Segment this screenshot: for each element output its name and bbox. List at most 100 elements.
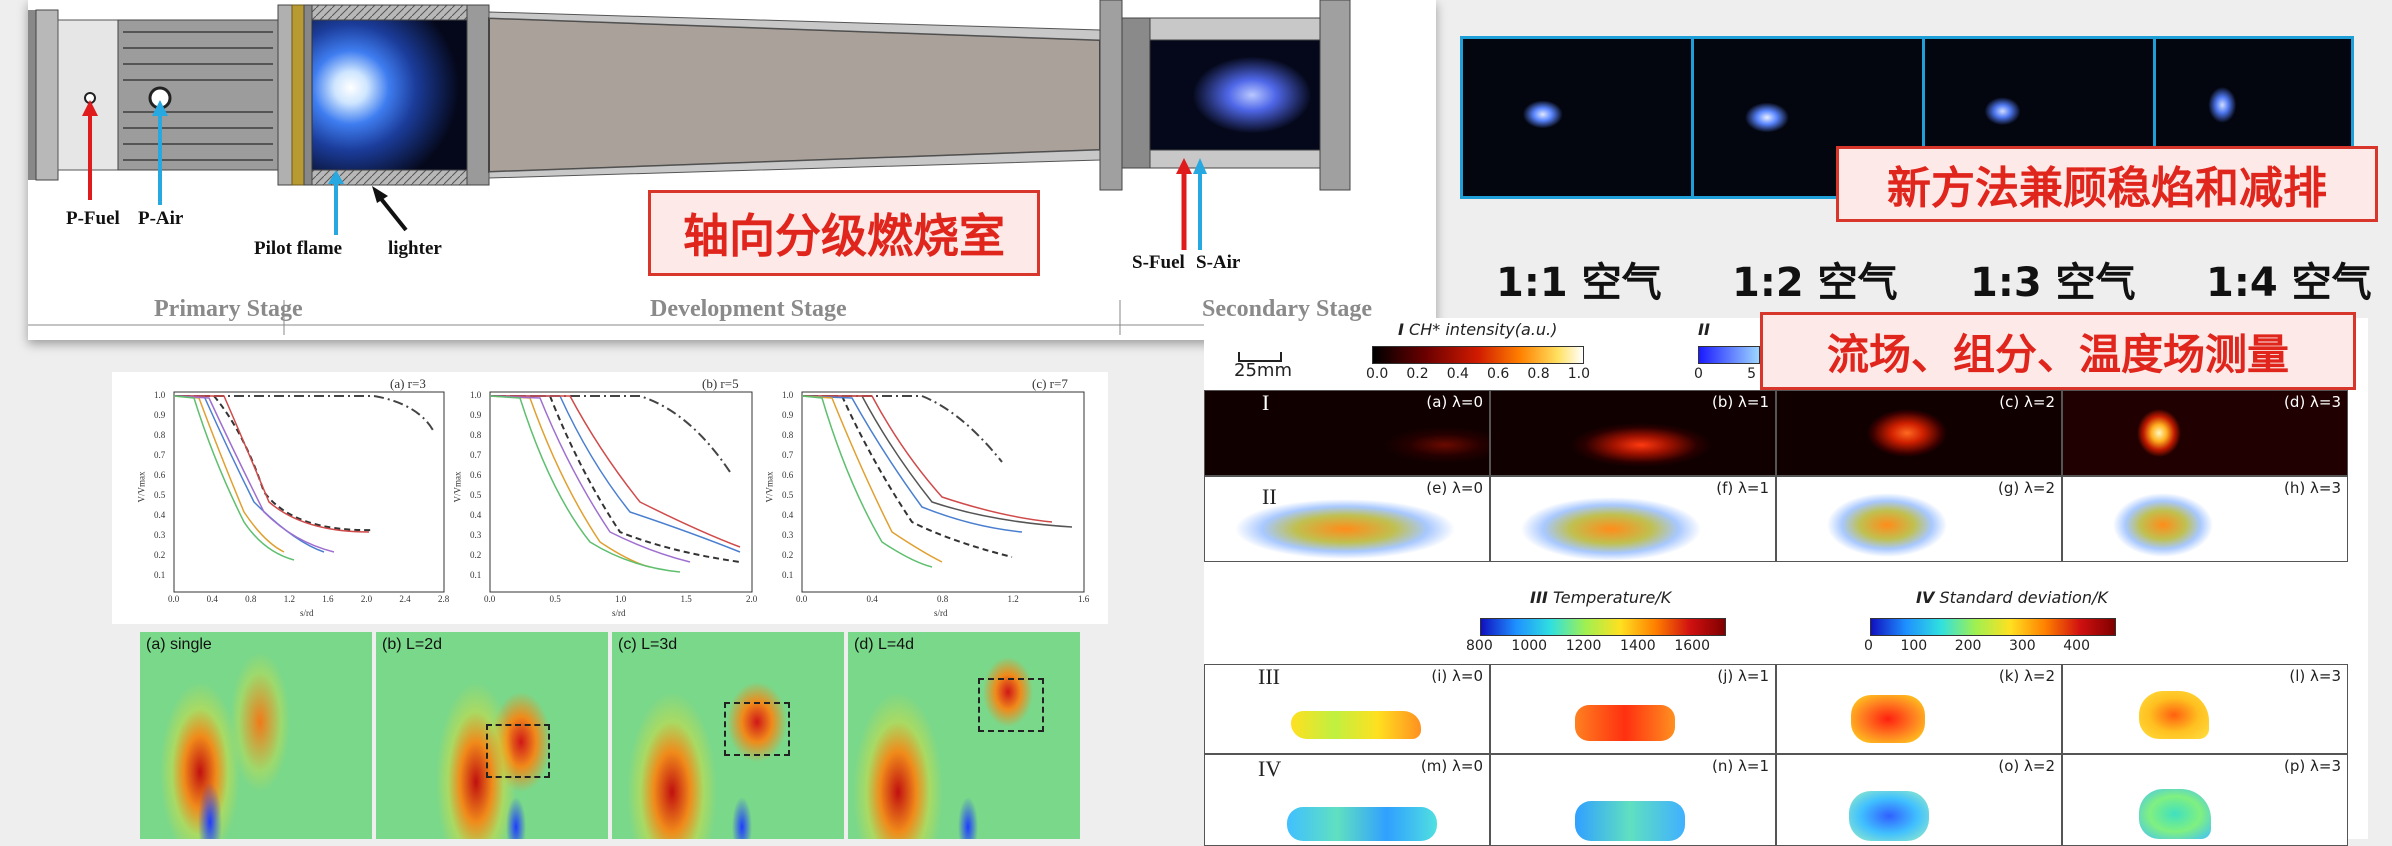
- chemi-image: (b) λ=1: [1490, 390, 1776, 476]
- x-tick-label: 2.8: [438, 594, 450, 604]
- ylabel: V/Vmax: [452, 471, 463, 503]
- std-dev-image: (p) λ=3: [2062, 754, 2348, 846]
- row-label: IV: [1258, 756, 1282, 781]
- colorbar-tick: 0.2: [1406, 366, 1429, 382]
- temperature-blob: [1851, 695, 1925, 743]
- p-fuel-label: P-Fuel: [66, 208, 120, 229]
- colorbar-tick: 0.8: [1527, 366, 1550, 382]
- colorbar-tick: 1.0: [1567, 366, 1590, 382]
- scale-bar: [1238, 352, 1282, 362]
- ratio-label: 1:1 空气: [1496, 260, 1662, 306]
- x-tick-label: 0.0: [796, 594, 808, 604]
- colorbar-tick: 0.6: [1487, 366, 1510, 382]
- colorbar-tick: 0: [1864, 638, 1873, 654]
- y-tick-label: 0.3: [470, 530, 482, 540]
- pilot-flame-label: Pilot flame: [254, 238, 343, 259]
- temperature-image: (j) λ=1: [1490, 664, 1776, 754]
- y-tick-label: 0.1: [470, 570, 482, 580]
- ylabel: V/Vmax: [136, 471, 147, 503]
- cfd-panel-label: (d) L=4d: [854, 636, 915, 653]
- cell-label: (e) λ=0: [1426, 479, 1483, 497]
- measurement-title-label: 流场、组分、温度场测量: [1760, 312, 2356, 390]
- cfd-panel-label: (b) L=2d: [382, 636, 443, 653]
- std-dev-blob: [1287, 807, 1437, 841]
- row-label: I: [1262, 390, 1270, 415]
- cell-label: (j) λ=1: [1717, 667, 1769, 685]
- colorbar-tick: 5: [1747, 366, 1756, 382]
- cfd-contour: (a) single: [140, 632, 372, 839]
- xlabel: s/rd: [612, 608, 626, 618]
- y-tick-label: 0.7: [154, 450, 166, 460]
- std-dev-image: (o) λ=2: [1776, 754, 2062, 846]
- y-tick-label: 0.2: [782, 550, 794, 560]
- colorbar-tick: 300: [2008, 638, 2036, 654]
- cell-label: (d) λ=3: [2284, 393, 2341, 411]
- colorbar-iii-ticks: 800 1000 1200 1400 1600: [1466, 638, 1710, 654]
- colorbar-tick: 1200: [1565, 638, 1602, 654]
- colorbar-iv-ticks: 0 100 200 300 400: [1864, 638, 2090, 654]
- colorbar-iii: [1480, 618, 1726, 636]
- panel-label: (c) r=7: [1032, 376, 1068, 391]
- y-tick-label: 0.6: [782, 470, 794, 480]
- colorbar-iii-title: III Temperature/K: [1530, 588, 1672, 607]
- velocity-curves: [173, 391, 1085, 593]
- temperature-image: (i) λ=0: [1204, 664, 1490, 754]
- x-tick-label: 2.0: [360, 594, 373, 604]
- colorbar-tick: 1600: [1674, 638, 1710, 654]
- cell-label: (k) λ=2: [1998, 667, 2055, 685]
- lighter-label: lighter: [388, 238, 442, 259]
- temperature-blob: [1575, 705, 1675, 741]
- y-tick-label: 0.6: [470, 470, 482, 480]
- flow-field-image: (h) λ=3: [2062, 476, 2348, 562]
- combustor-title-label: 轴向分级燃烧室: [648, 190, 1040, 276]
- chemi-image: (d) λ=3: [2062, 390, 2348, 476]
- cell-label: (l) λ=3: [2289, 667, 2341, 685]
- colorbar-tick: 0.0: [1366, 366, 1389, 382]
- y-tick-label: 0.8: [470, 430, 482, 440]
- ylabel: V/Vmax: [764, 471, 775, 503]
- combustor-panel: P-Fuel P-Air Pilot flame lighter S-Fuel …: [28, 0, 1436, 340]
- s-air-label: S-Air: [1196, 252, 1241, 273]
- flow-field-image: (e) λ=0: [1204, 476, 1490, 562]
- x-tick-label: 0.0: [484, 594, 496, 604]
- measurements-panel: 25mm I CH* intensity(a.u.) 0.0 0.2 0.4 0.6 0…: [1204, 318, 2368, 846]
- development-stage-label: Development Stage: [650, 296, 847, 322]
- y-tick-label: 0.2: [470, 550, 482, 560]
- cfd-contour: (c) L=3d: [612, 632, 844, 839]
- x-tick-label: 1.2: [1007, 594, 1019, 604]
- colorbar-tick: 100: [1900, 638, 1928, 654]
- temperature-image: (k) λ=2: [1776, 664, 2062, 754]
- temperature-blob: [2139, 691, 2209, 739]
- colorbar-tick: 0: [1694, 366, 1703, 382]
- colorbar-tick: 1400: [1620, 638, 1656, 654]
- colorbar-tick: 400: [2063, 638, 2090, 654]
- scale-bar-label: 25mm: [1234, 360, 1292, 381]
- flame-title-label: 新方法兼顾稳焰和减排: [1836, 146, 2378, 222]
- colorbar-i-title: I CH* intensity(a.u.): [1398, 320, 1558, 339]
- std-dev-blob: [1849, 791, 1929, 841]
- flame-frame: [1463, 39, 1694, 196]
- highlight-box: [724, 702, 790, 756]
- y-tick-label: 0.9: [782, 410, 794, 420]
- std-dev-image: (n) λ=1: [1490, 754, 1776, 846]
- colorbar-tick: 0.4: [1446, 366, 1469, 382]
- cell-label: (p) λ=3: [2284, 757, 2341, 775]
- y-tick-label: 1.0: [782, 390, 794, 400]
- y-tick-label: 0.8: [782, 430, 794, 440]
- x-tick-label: 2.4: [399, 594, 411, 604]
- cell-label: (b) λ=1: [1712, 393, 1769, 411]
- y-tick-label: 0.1: [782, 570, 794, 580]
- chemi-image: (a) λ=0: [1204, 390, 1490, 476]
- panel-label: (a) r=3: [390, 376, 426, 391]
- x-tick-label: 1.5: [680, 594, 692, 604]
- highlight-box: [486, 724, 550, 778]
- xlabel: s/rd: [300, 608, 314, 618]
- cell-label: (i) λ=0: [1431, 667, 1483, 685]
- y-tick-label: 0.5: [782, 490, 794, 500]
- x-tick-label: 0.4: [866, 594, 878, 604]
- y-tick-label: 0.2: [154, 550, 166, 560]
- panel-label: (b) r=5: [702, 376, 739, 391]
- colorbar-tick: 1000: [1511, 638, 1548, 654]
- y-tick-label: 0.4: [154, 510, 166, 520]
